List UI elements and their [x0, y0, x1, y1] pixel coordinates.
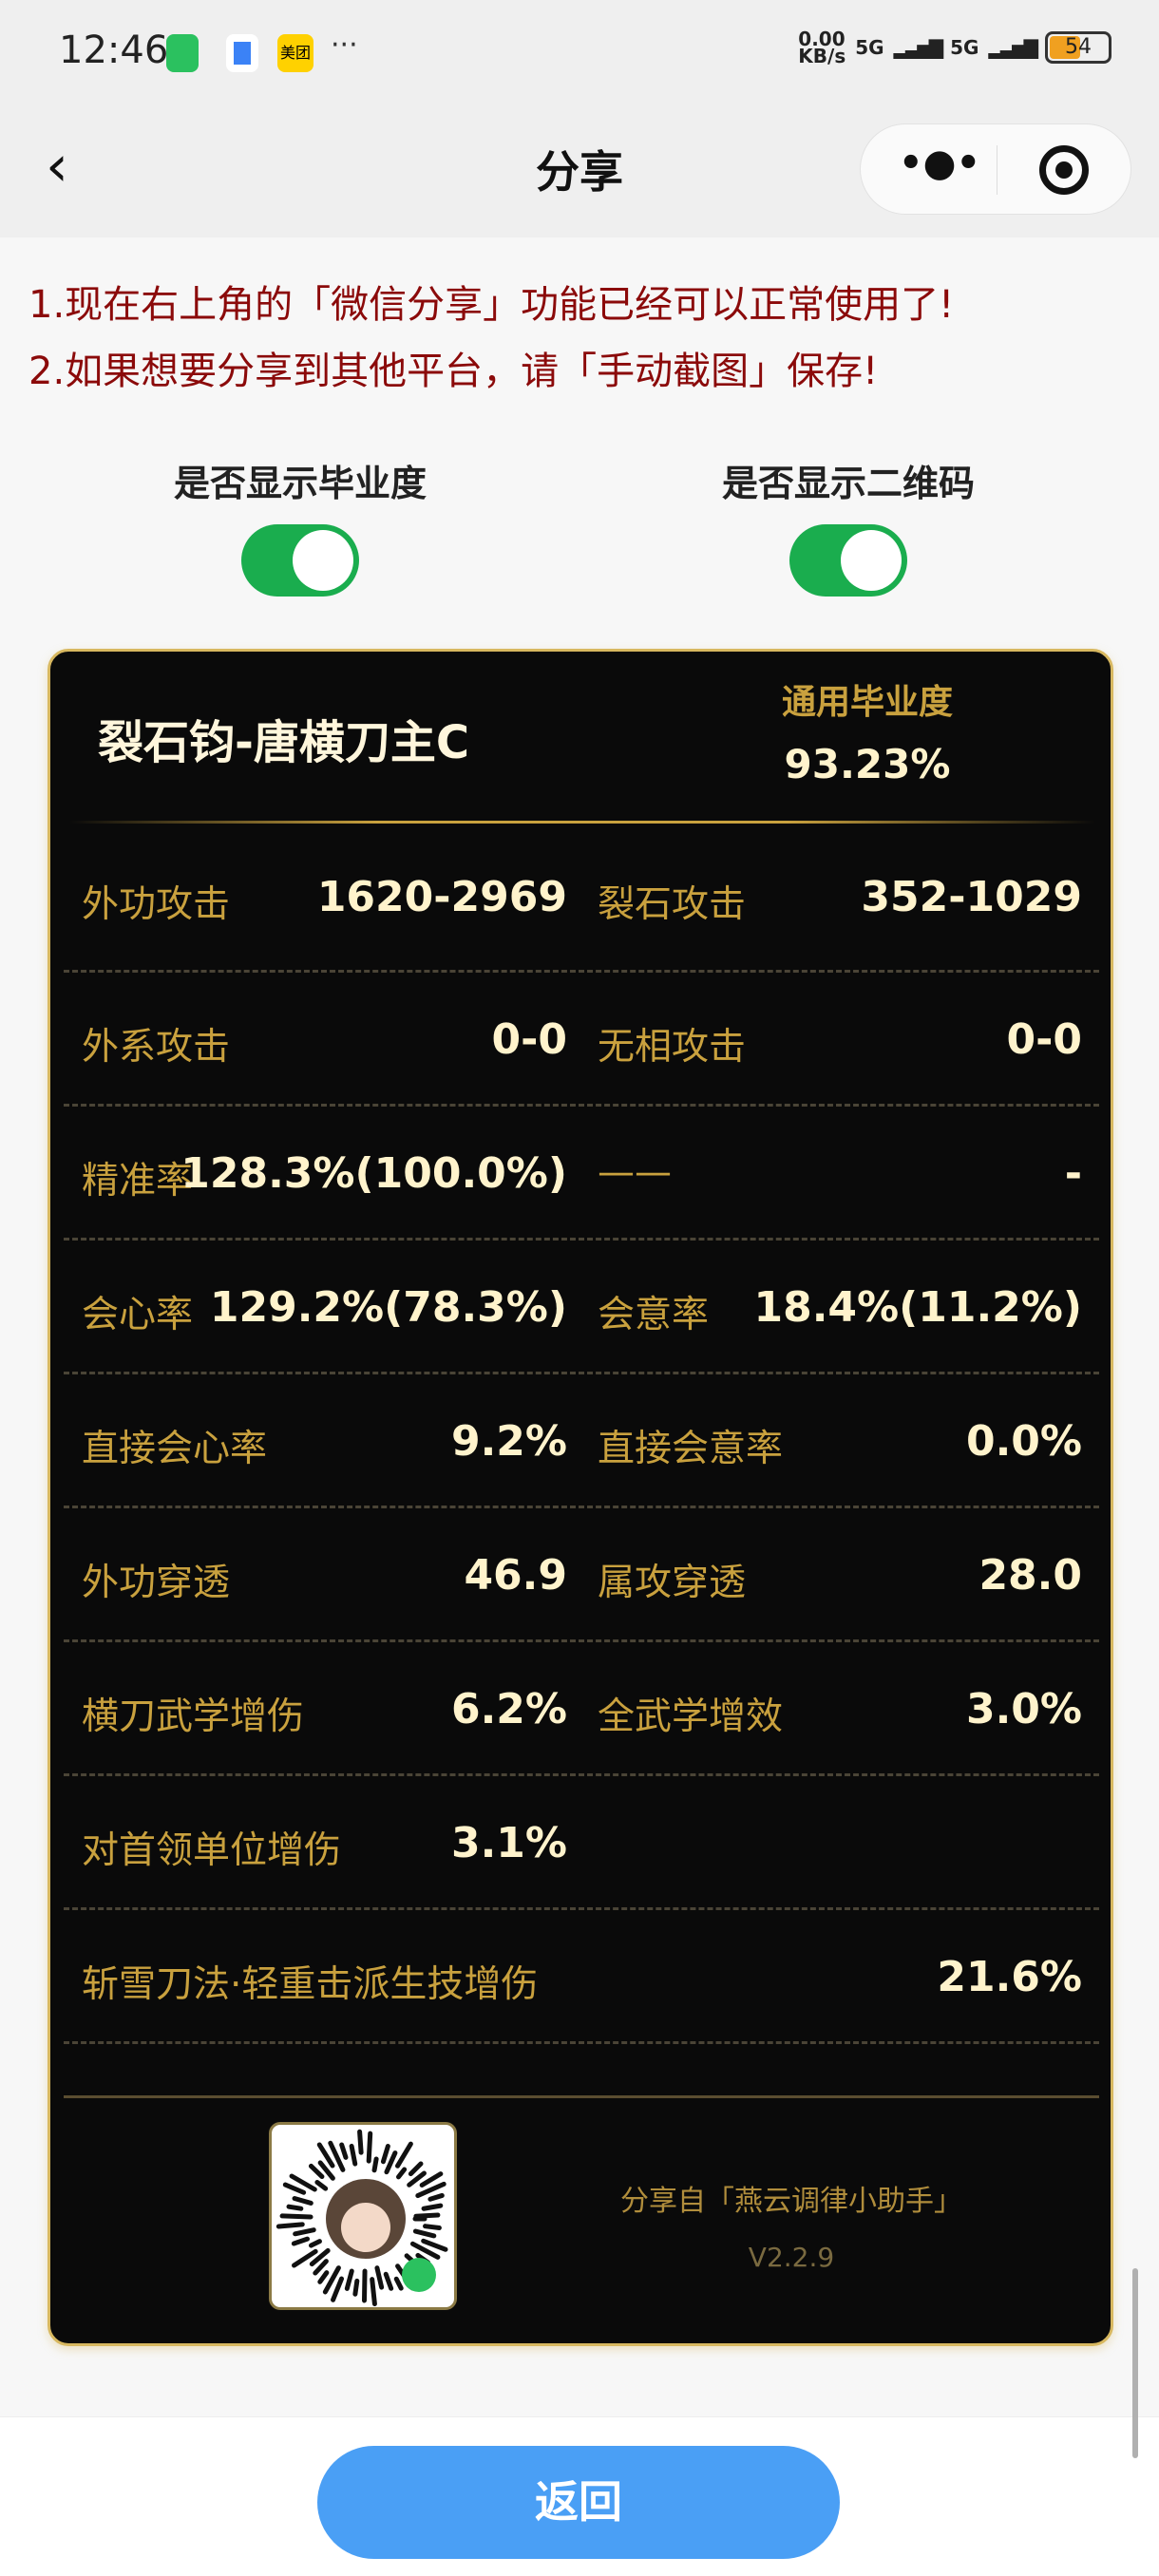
stat-label: 全武学增效	[598, 1695, 784, 1738]
scrollbar[interactable]	[1132, 2268, 1138, 2458]
stat-label: 直接会心率	[82, 1427, 268, 1470]
stat-value: 352-1029	[861, 872, 1082, 921]
stat-row: 外系攻击 0-0 无相攻击 0-0	[64, 973, 1099, 1107]
graduation-label: 通用毕业度	[781, 683, 953, 722]
stat-label: 直接会意率	[598, 1427, 784, 1470]
stat-value: -	[1064, 1148, 1082, 1198]
stat-label: 对首领单位增伤	[82, 1828, 342, 1872]
stat-label: 外功攻击	[82, 882, 231, 926]
notice-line-1: 1.现在右上角的「微信分享」功能已经可以正常使用了!	[28, 283, 955, 327]
toggle-label-graduation: 是否显示毕业度	[173, 463, 427, 504]
build-title: 裂石钧-唐横刀主C	[98, 716, 470, 769]
qr-code	[269, 2122, 457, 2310]
stat-value: 3.1%	[450, 1818, 567, 1867]
status-bar: 12:46 美团 ··· 0.00 KB/s 5G ▂▃▅▇ 5G ▂▃▅▇ 54	[0, 0, 1159, 104]
mini-program-capsule: •●•	[860, 123, 1131, 215]
toggle-label-qrcode: 是否显示二维码	[721, 463, 975, 504]
page-title: 分享	[536, 146, 623, 198]
battery-icon: 54	[1045, 31, 1112, 64]
stat-value: 3.0%	[965, 1684, 1082, 1733]
stat-label: ——	[598, 1150, 672, 1194]
graduation-value: 93.23%	[784, 741, 951, 787]
back-button[interactable]: 返回	[317, 2446, 840, 2559]
stat-value: 18.4%(11.2%)	[753, 1282, 1082, 1332]
stat-label: 会心率	[82, 1293, 194, 1336]
stat-value: 1620-2969	[316, 872, 567, 921]
stat-value: 9.2%	[450, 1416, 567, 1466]
app-version: V2.2.9	[748, 2242, 835, 2273]
browser-icon	[226, 34, 258, 72]
status-right: 0.00 KB/s 5G ▂▃▅▇ 5G ▂▃▅▇ 54	[798, 28, 1112, 67]
footer-divider	[64, 2095, 1099, 2098]
more-dots-icon[interactable]: •●•	[899, 142, 981, 185]
more-notifications-icon: ···	[331, 28, 358, 62]
stat-label: 精准率	[82, 1159, 194, 1203]
stat-label: 属攻穿透	[598, 1561, 747, 1604]
stat-label: 会意率	[598, 1293, 710, 1336]
stat-label: 裂石攻击	[598, 882, 747, 926]
stat-row: 外功攻击 1620-2969 裂石攻击 352-1029	[64, 822, 1099, 973]
stat-value: 0.0%	[965, 1416, 1082, 1466]
stat-value: 28.0	[978, 1550, 1082, 1600]
signal-2-icon: 5G	[950, 36, 979, 59]
stat-value: 128.3%(100.0%)	[180, 1148, 567, 1198]
toggle-show-graduation[interactable]	[241, 524, 359, 597]
stat-label: 外系攻击	[82, 1025, 231, 1069]
share-card: 裂石钧-唐横刀主C 通用毕业度 93.23% 外功攻击 1620-2969 裂石攻击…	[48, 649, 1113, 2346]
back-chevron-icon[interactable]: ‹	[46, 133, 68, 199]
stat-label: 横刀武学增伤	[82, 1695, 305, 1738]
stat-value: 46.9	[464, 1550, 567, 1600]
toggle-show-qrcode[interactable]	[789, 524, 907, 597]
stat-value: 0-0	[1006, 1014, 1083, 1064]
stat-row: 外功穿透 46.9 属攻穿透 28.0	[64, 1508, 1099, 1642]
stat-row: 精准率 128.3%(100.0%) —— -	[64, 1107, 1099, 1241]
signal-1-icon: 5G	[855, 36, 884, 59]
notice-line-2: 2.如果想要分享到其他平台，请「手动截图」保存!	[28, 350, 879, 393]
stat-row: 直接会心率 9.2% 直接会意率 0.0%	[64, 1374, 1099, 1508]
stat-row: 横刀武学增伤 6.2% 全武学增效 3.0%	[64, 1642, 1099, 1776]
stat-row: 会心率 129.2%(78.3%) 会意率 18.4%(11.2%)	[64, 1241, 1099, 1374]
stat-label: 无相攻击	[598, 1025, 747, 1069]
wechat-icon	[166, 34, 199, 72]
stat-label: 外功穿透	[82, 1561, 231, 1604]
meituan-icon: 美团	[277, 34, 314, 72]
share-source: 分享自「燕云调律小助手」	[620, 2185, 962, 2218]
net-speed: 0.00 KB/s	[798, 28, 846, 67]
stat-row: 斩雪刀法·轻重击派生技增伤 21.6%	[64, 1910, 1099, 2044]
stat-label: 斩雪刀法·轻重击派生技增伤	[82, 1962, 539, 2006]
stat-value: 6.2%	[450, 1684, 567, 1733]
target-circle-icon[interactable]	[1039, 145, 1089, 195]
stat-value: 21.6%	[937, 1952, 1082, 2001]
stat-value: 0-0	[491, 1014, 568, 1064]
status-time: 12:46	[59, 28, 169, 72]
stat-row: 对首领单位增伤 3.1%	[64, 1776, 1099, 1910]
header-divider	[69, 821, 1095, 824]
stat-value: 129.2%(78.3%)	[209, 1282, 567, 1332]
